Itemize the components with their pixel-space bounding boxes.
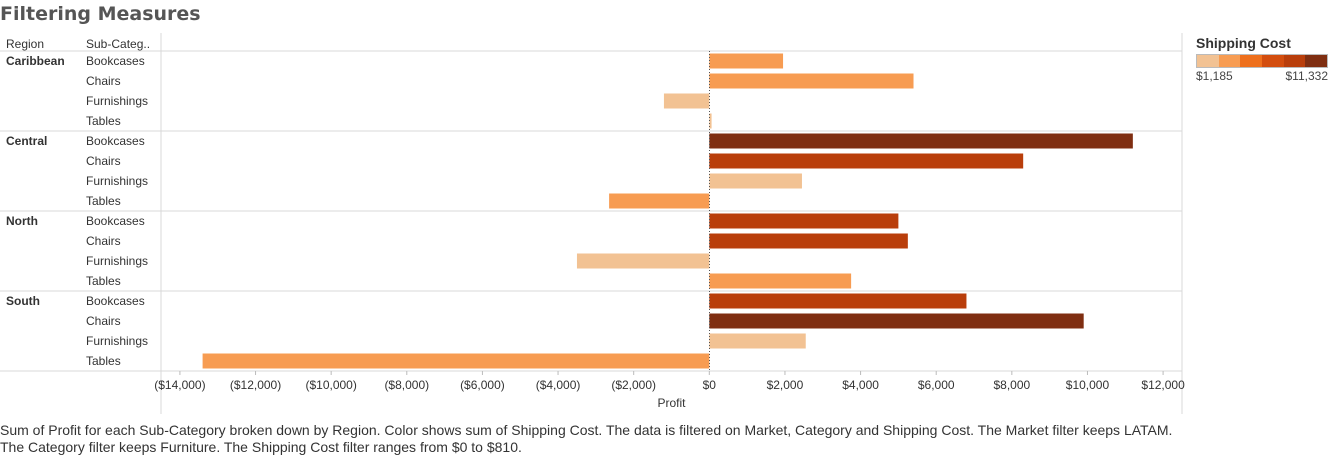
x-tick-label: $10,000 <box>1066 378 1110 392</box>
profit-bar <box>709 233 908 249</box>
subcategory-label: Furnishings <box>86 94 148 108</box>
x-axis-title: Profit <box>657 396 686 410</box>
page-title: Filtering Measures <box>0 3 201 25</box>
subcategory-label: Bookcases <box>86 54 145 68</box>
profit-bar <box>709 53 784 69</box>
legend-color-ramp <box>1196 54 1328 68</box>
legend-range: $1,185 $11,332 <box>1196 69 1328 83</box>
region-header: Region <box>6 37 44 51</box>
subcategory-label: Tables <box>86 114 121 128</box>
profit-bar <box>663 93 710 109</box>
x-tick-label: $8,000 <box>993 378 1030 392</box>
subcategory-label: Chairs <box>86 74 121 88</box>
profit-bar <box>576 253 710 269</box>
x-tick-label: ($12,000) <box>230 378 281 392</box>
region-label: Caribbean <box>6 54 65 68</box>
x-tick-label: ($6,000) <box>460 378 505 392</box>
subcategory-label: Bookcases <box>86 134 145 148</box>
legend-title: Shipping Cost <box>1196 35 1291 51</box>
legend-swatch <box>1218 55 1241 67</box>
legend-swatch <box>1283 55 1306 67</box>
x-tick-label: $0 <box>703 378 717 392</box>
profit-bar <box>709 133 1133 149</box>
x-tick-label: ($4,000) <box>536 378 581 392</box>
profit-bar <box>709 73 914 89</box>
chart-caption: Sum of Profit for each Sub-Category brok… <box>0 422 1173 455</box>
subcategory-label: Tables <box>86 274 121 288</box>
region-label: Central <box>6 134 47 148</box>
x-tick-label: $2,000 <box>767 378 804 392</box>
legend-swatch <box>1197 55 1219 67</box>
grid-lines <box>0 33 1183 414</box>
profit-bar <box>709 273 852 289</box>
x-tick-label: ($8,000) <box>384 378 429 392</box>
x-tick-label: ($2,000) <box>611 378 656 392</box>
x-tick-label: ($14,000) <box>154 378 205 392</box>
profit-bar <box>709 213 899 229</box>
subcategory-label: Furnishings <box>86 254 148 268</box>
subcategory-label: Chairs <box>86 234 121 248</box>
table-header: Region Sub-Categ.. <box>6 37 150 51</box>
subcategory-label: Furnishings <box>86 174 148 188</box>
legend-swatch <box>1262 55 1284 67</box>
color-legend: Shipping Cost $1,185 $11,332 <box>1196 35 1332 83</box>
subcategory-label: Chairs <box>86 314 121 328</box>
bars <box>202 51 1133 371</box>
profit-bar <box>609 193 710 209</box>
x-tick-label: $4,000 <box>842 378 879 392</box>
subcategory-label: Tables <box>86 194 121 208</box>
row-labels: Caribbean Bookcases Chairs Furnishings Table… <box>6 54 148 368</box>
region-label: North <box>6 214 38 228</box>
x-tick-label: $6,000 <box>918 378 955 392</box>
profit-bar <box>202 353 710 369</box>
region-label: South <box>6 294 40 308</box>
profit-bar <box>709 333 806 349</box>
legend-min-label: $1,185 <box>1196 69 1233 83</box>
subcategory-label: Tables <box>86 354 121 368</box>
profit-bar <box>709 313 1084 329</box>
subcategory-label: Bookcases <box>86 294 145 308</box>
legend-swatch <box>1240 55 1263 67</box>
legend-max-label: $11,332 <box>1285 69 1329 83</box>
legend-swatch <box>1305 55 1328 67</box>
x-tick-label: ($10,000) <box>305 378 356 392</box>
profit-bar <box>709 173 802 189</box>
subcategory-header: Sub-Categ.. <box>86 37 150 51</box>
profit-bar <box>709 293 967 309</box>
subcategory-label: Furnishings <box>86 334 148 348</box>
x-axis: ($14,000) ($12,000) ($10,000) ($8,000) ($6,0… <box>154 371 1185 410</box>
profit-bar-chart: Region Sub-Categ.. Caribbean Bookcases Cha… <box>0 33 1185 414</box>
subcategory-label: Bookcases <box>86 214 145 228</box>
profit-bar <box>709 153 1024 169</box>
subcategory-label: Chairs <box>86 154 121 168</box>
x-tick-label: $12,000 <box>1141 378 1185 392</box>
profit-bar <box>709 113 712 129</box>
